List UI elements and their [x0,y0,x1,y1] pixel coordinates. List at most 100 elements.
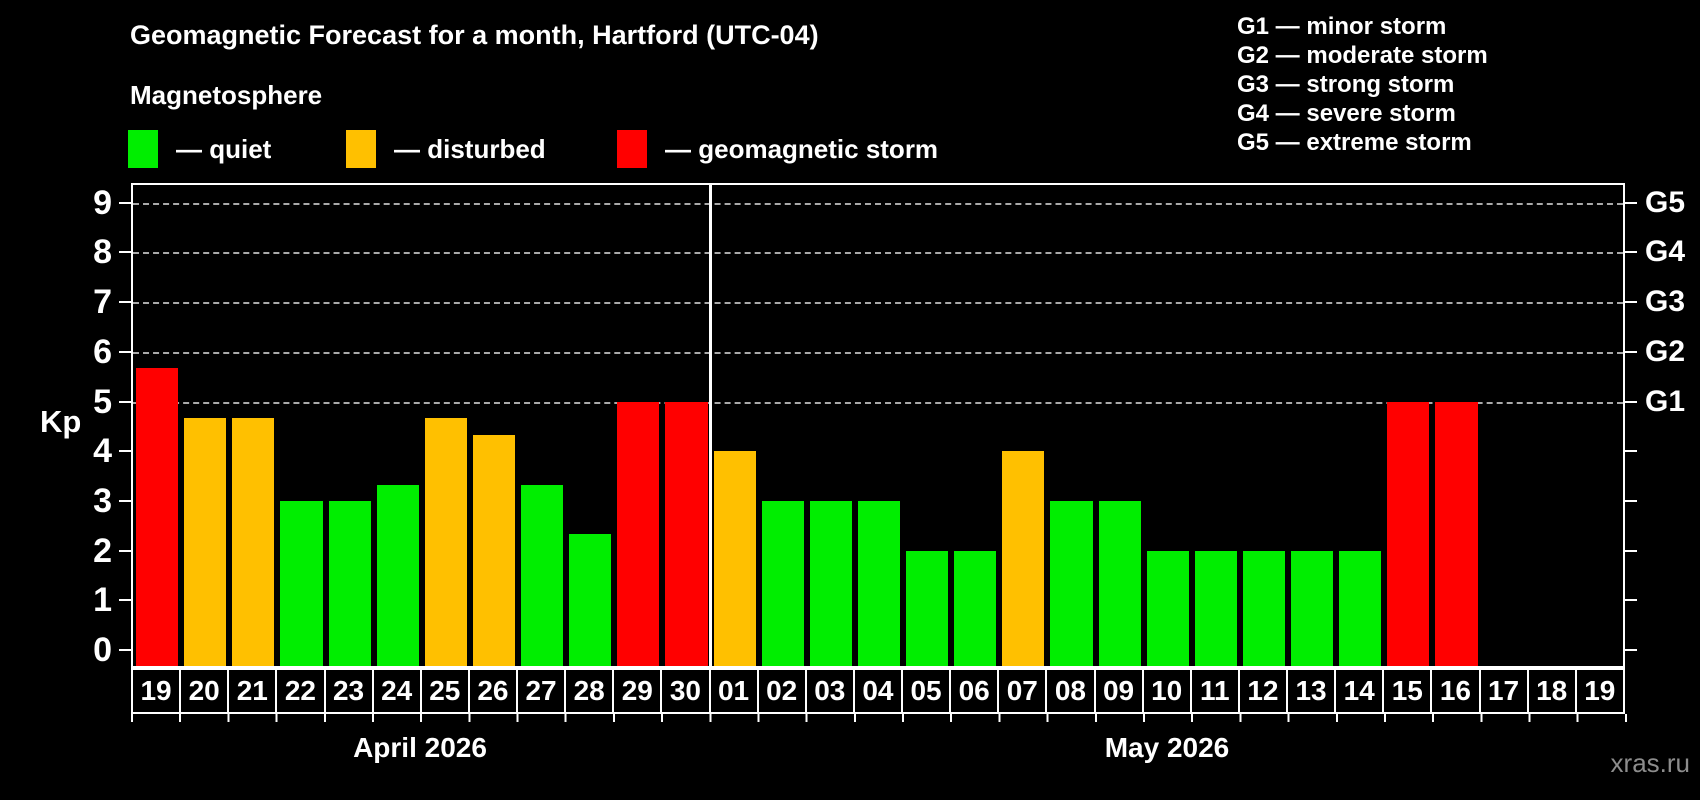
y-tick-label-3: 3 [93,481,112,520]
day-label-07: 07 [999,670,1048,712]
day-label-19: 19 [1584,675,1616,706]
storm-scale-g5: G5 — extreme storm [1237,129,1472,156]
right-tick-1 [1625,599,1637,602]
day-label-06: 06 [951,670,1000,712]
y-tick-6 [119,350,131,353]
y-tick-label-1: 1 [93,581,112,620]
right-tick-3 [1625,499,1637,502]
watermark: xras.ru [1610,748,1690,778]
kp-bar-day-10-may [1146,550,1189,666]
y-tick-7 [119,301,131,304]
y-tick-label-7: 7 [93,283,112,322]
right-tick-8 [1625,251,1637,254]
gridline-kp8 [133,252,1623,255]
legend-label-quiet: — quiet [176,133,272,164]
kp-bar-day-03-may [809,500,852,666]
y-tick-2 [119,549,131,552]
day-label-02: 02 [759,670,807,712]
legend-label-disturbed: — disturbed [394,133,546,164]
day-label-26: 26 [470,670,518,712]
kp-bar-day-12-may [1242,550,1286,666]
day-label-09: 09 [1096,670,1144,712]
y-tick-label-8: 8 [93,233,112,272]
right-tick-5 [1625,400,1637,403]
gridline-kp5 [133,401,1623,404]
kp-bar-day-25-apr [424,417,467,666]
day-label-16: 16 [1432,670,1481,712]
legend-item-storm: — geomagnetic storm [617,129,938,169]
kp-bar-day-01-may [713,451,756,666]
day-label-22: 22 [277,670,326,712]
gridline-kp7 [133,302,1623,305]
y-tick-5 [119,400,131,403]
kp-bar-day-05-may [906,550,949,666]
day-label-13: 13 [1288,670,1337,712]
kp-bar-day-24-apr [376,484,419,666]
legend-label-storm: — geomagnetic storm [665,133,939,164]
day-label-25: 25 [422,670,470,712]
kp-bar-day-04-may [857,500,901,666]
kp-bar-day-27-apr [521,484,564,666]
right-axis-label-g5: G5 [1645,185,1686,219]
y-tick-8 [119,251,131,254]
y-tick-0 [119,649,131,651]
y-tick-label-5: 5 [93,382,112,421]
day-label-10: 10 [1144,670,1192,712]
y-tick-4 [119,450,131,453]
day-label-19: 19 [133,670,182,712]
day-label-24: 24 [374,670,422,712]
day-label-17: 17 [1481,670,1529,712]
kp-bar-chart-plot-area [131,183,1625,668]
right-tick-2 [1625,549,1637,552]
disturbed-color-swatch [346,130,376,168]
legend-item-quiet: — quiet [128,129,271,169]
right-axis-label-g1: G1 [1645,384,1686,418]
y-tick-label-0: 0 [93,631,112,669]
legend-item-disturbed: — disturbed [346,129,546,169]
kp-bar-day-15-may [1387,401,1430,666]
kp-bar-day-09-may [1098,500,1141,666]
day-label-20: 20 [181,670,230,712]
y-tick-label-6: 6 [93,332,112,371]
day-label-14: 14 [1336,670,1385,712]
day-label-23: 23 [326,670,374,712]
right-tick-9 [1625,201,1637,204]
kp-bar-day-21-apr [232,417,275,666]
day-label-04: 04 [855,670,903,712]
kp-bar-day-30-apr [665,401,708,666]
kp-bar-day-16-may [1435,401,1478,666]
y-tick-label-4: 4 [93,432,112,471]
right-tick-4 [1625,450,1637,453]
kp-bar-day-14-may [1339,550,1382,666]
day-label-21: 21 [229,670,278,712]
kp-bar-day-08-may [1050,500,1093,666]
kp-bar-day-19-apr [136,368,179,666]
right-tick-7 [1625,301,1637,304]
kp-bar-day-22-apr [280,500,323,666]
day-label-row: 19 20 21 22 23 24 25 26 27 28 29 30 01 02 03 04 05 06 07 08… [131,668,1625,714]
y-tick-9 [119,201,131,204]
kp-bar-day-26-apr [472,434,516,666]
day-label-27: 27 [518,670,567,712]
kp-bar-day-28-apr [569,534,612,666]
day-label-03: 03 [807,670,855,712]
storm-scale-g4: G4 — severe storm [1237,100,1456,127]
kp-bar-day-06-may [954,550,997,666]
month-label-april: April 2026 [353,732,487,763]
kp-bar-day-11-may [1194,550,1237,666]
kp-bar-day-07-may [1002,451,1045,666]
right-tick-6 [1625,350,1637,353]
storm-scale-legend: G1 — minor storm G2 — moderate storm G3 … [1237,12,1488,157]
day-label-05: 05 [903,670,952,712]
right-axis-label-g3: G3 [1645,285,1686,319]
page-title: Geomagnetic Forecast for a month, Hartfo… [130,20,819,50]
storm-scale-g2: G2 — moderate storm [1237,42,1488,69]
kp-bar-day-29-apr [617,401,660,666]
y-tick-3 [119,499,131,502]
day-label-29: 29 [614,670,663,712]
day-label-15: 15 [1384,670,1433,712]
kp-bar-day-20-apr [184,417,227,666]
storm-scale-g3: G3 — strong storm [1237,71,1455,98]
gridline-kp9 [133,202,1623,205]
